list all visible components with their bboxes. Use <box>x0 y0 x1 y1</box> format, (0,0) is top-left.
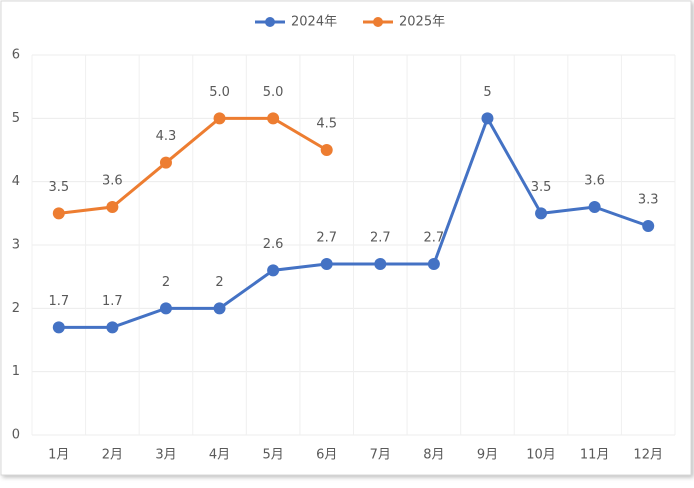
x-tick-label: 8月 <box>423 448 444 463</box>
data-label: 2.7 <box>370 231 391 246</box>
x-tick-label: 3月 <box>155 448 176 463</box>
point <box>159 302 172 315</box>
x-tick-label: 12月 <box>633 448 663 463</box>
series-line <box>58 116 328 215</box>
y-tick-label: 4 <box>12 174 20 189</box>
point <box>267 264 280 277</box>
y-tick-label: 1 <box>12 364 20 379</box>
y-tick-label: 5 <box>12 111 20 126</box>
point <box>374 258 387 270</box>
x-tick-label: 11月 <box>580 448 610 463</box>
point <box>52 321 65 334</box>
point <box>267 112 280 125</box>
y-tick-label: 6 <box>12 48 20 63</box>
x-tick-label: 5月 <box>262 448 283 463</box>
point <box>427 258 440 270</box>
point <box>159 156 172 169</box>
legend-marker <box>265 17 275 27</box>
point <box>106 201 119 213</box>
x-tick-label: 7月 <box>370 448 391 463</box>
series-line <box>58 114 649 329</box>
y-tick-label: 2 <box>12 301 20 316</box>
point <box>320 258 333 270</box>
y-tick-label: 3 <box>12 238 20 253</box>
point <box>588 201 601 213</box>
point <box>481 112 494 125</box>
data-label: 3.6 <box>102 174 123 189</box>
data-label: 2.7 <box>316 231 337 246</box>
point <box>642 220 655 232</box>
data-label: 3.5 <box>48 180 69 195</box>
data-label: 5 <box>483 85 491 100</box>
point <box>535 207 548 220</box>
x-tick-label: 6月 <box>316 448 337 463</box>
legend-marker <box>373 17 383 27</box>
legend-label: 2024年 <box>291 15 337 30</box>
y-tick-label: 0 <box>12 428 20 443</box>
point <box>52 207 65 220</box>
x-tick-label: 1月 <box>48 448 69 463</box>
data-label: 4.3 <box>156 129 177 144</box>
data-label: 1.7 <box>48 294 69 309</box>
data-label: 5.0 <box>209 85 230 100</box>
point <box>106 321 119 334</box>
data-label: 2 <box>162 275 170 290</box>
point <box>213 302 226 315</box>
data-label: 4.5 <box>316 117 337 132</box>
chart-frame <box>0 0 692 476</box>
data-label: 5.0 <box>263 85 284 100</box>
data-label: 2.6 <box>263 237 284 252</box>
x-tick-label: 2月 <box>102 448 123 463</box>
x-tick-label: 10月 <box>526 448 556 463</box>
data-label: 3.5 <box>531 180 552 195</box>
data-label: 2.7 <box>424 231 445 246</box>
x-tick-label: 9月 <box>477 448 498 463</box>
legend-label: 2025年 <box>399 15 445 30</box>
data-label: 3.6 <box>584 174 605 189</box>
data-label: 1.7 <box>102 294 123 309</box>
point <box>213 112 226 125</box>
point <box>320 144 333 156</box>
x-tick-label: 4月 <box>209 448 230 463</box>
data-label: 2 <box>215 275 223 290</box>
data-label: 3.3 <box>638 193 659 208</box>
